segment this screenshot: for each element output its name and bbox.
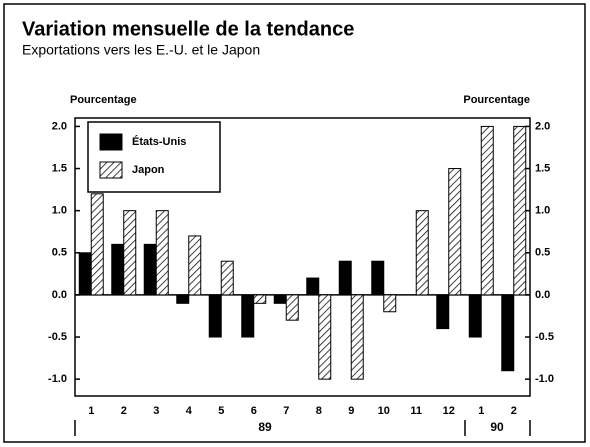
bar: [123, 210, 137, 296]
x-tick-label: 3: [153, 405, 159, 417]
y2-tick-label: 0.0: [535, 289, 550, 301]
bar: [350, 294, 364, 380]
bar: [338, 260, 352, 296]
x-tick-label: 1: [478, 405, 484, 417]
bar: [306, 277, 320, 296]
bar: [513, 125, 527, 296]
bar: [188, 235, 202, 296]
bar: [143, 243, 157, 296]
y2-tick-label: 1.5: [535, 162, 550, 174]
legend-swatch: [99, 161, 123, 179]
y-tick-label: -0.5: [48, 331, 67, 343]
x-tick-label: 5: [218, 405, 224, 417]
chart-subtitle: Exportations vers les E.-U. et le Japon: [22, 42, 260, 58]
y-tick-label: 0.0: [52, 289, 67, 301]
x-tick-label: 9: [348, 405, 354, 417]
x-tick-label: 4: [186, 405, 193, 417]
chart-title: Variation mensuelle de la tendance: [22, 18, 354, 40]
x-tick-label: 10: [378, 405, 390, 417]
bar: [501, 294, 515, 372]
y-tick-label: 1.5: [52, 162, 67, 174]
y2-tick-label: 2.0: [535, 120, 550, 132]
bar: [480, 125, 494, 296]
bar: [176, 294, 190, 304]
y-tick-label: 0.5: [52, 247, 67, 259]
legend-label: Japon: [132, 164, 165, 176]
y-axis-label: Pourcentage: [70, 94, 137, 106]
x-tick-label: 12: [443, 405, 455, 417]
bar: [90, 193, 104, 296]
y-tick-label: -1.0: [48, 373, 67, 385]
x-tick-label: 1: [88, 405, 94, 417]
bar: [448, 168, 462, 296]
bar: [78, 252, 92, 296]
y2-tick-label: 1.0: [535, 205, 550, 217]
x-tick-label: 2: [121, 405, 127, 417]
year-label: 90: [490, 420, 504, 434]
y2-tick-label: -0.5: [535, 331, 554, 343]
legend-label: États-Unis: [132, 135, 186, 148]
bar: [383, 294, 397, 313]
y-tick-label: 2.0: [52, 120, 67, 132]
y-tick-label: 1.0: [52, 205, 67, 217]
bar: [371, 260, 385, 296]
year-label: 89: [258, 420, 272, 434]
x-tick-label: 6: [251, 405, 257, 417]
bar: [273, 294, 287, 304]
bar: [415, 210, 429, 296]
x-tick-label: 7: [283, 405, 289, 417]
x-tick-label: 2: [511, 405, 517, 417]
bar: [155, 210, 169, 296]
bar: [318, 294, 332, 380]
bar: [436, 294, 450, 330]
y2-axis-label: Pourcentage: [463, 94, 530, 106]
x-tick-label: 8: [316, 405, 322, 417]
bar: [220, 260, 234, 296]
legend-swatch: [99, 133, 123, 151]
bar: [241, 294, 255, 338]
bar: [468, 294, 482, 338]
plot-frame: [74, 117, 531, 397]
bar: [253, 294, 267, 304]
bar: [285, 294, 299, 321]
y2-tick-label: -1.0: [535, 373, 554, 385]
outer-frame: [3, 3, 586, 443]
legend-box: [87, 121, 221, 193]
y2-tick-label: 0.5: [535, 247, 550, 259]
bar: [208, 294, 222, 338]
x-tick-label: 11: [410, 405, 422, 417]
bar: [111, 243, 125, 296]
